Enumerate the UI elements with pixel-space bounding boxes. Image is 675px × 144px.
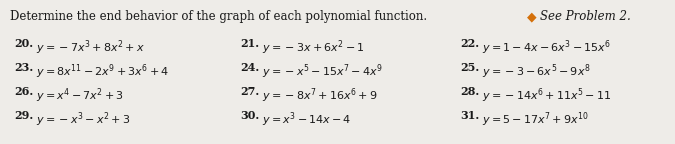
Text: $y=-3x+6x^2-1$: $y=-3x+6x^2-1$ bbox=[262, 38, 365, 57]
Text: $y=x^3-14x-4$: $y=x^3-14x-4$ bbox=[262, 110, 352, 129]
Text: 24.: 24. bbox=[240, 62, 259, 73]
Text: $y=-8x^7+16x^6+9$: $y=-8x^7+16x^6+9$ bbox=[262, 86, 378, 105]
Text: ◆: ◆ bbox=[527, 10, 537, 23]
Text: Determine the end behavior of the graph of each polynomial function.: Determine the end behavior of the graph … bbox=[10, 10, 427, 23]
Text: $y=-7x^3+8x^2+x$: $y=-7x^3+8x^2+x$ bbox=[36, 38, 145, 57]
Text: $y=x^4-7x^2+3$: $y=x^4-7x^2+3$ bbox=[36, 86, 124, 105]
Text: $y=5-17x^7+9x^{10}$: $y=5-17x^7+9x^{10}$ bbox=[482, 110, 589, 129]
Text: 25.: 25. bbox=[460, 62, 479, 73]
Text: $y=-x^5-15x^7-4x^9$: $y=-x^5-15x^7-4x^9$ bbox=[262, 62, 383, 81]
Text: $y=-x^3-x^2+3$: $y=-x^3-x^2+3$ bbox=[36, 110, 130, 129]
Text: 27.: 27. bbox=[240, 86, 259, 97]
Text: 31.: 31. bbox=[460, 110, 479, 121]
Text: See Problem 2.: See Problem 2. bbox=[540, 10, 630, 23]
Text: 23.: 23. bbox=[14, 62, 33, 73]
Text: 26.: 26. bbox=[14, 86, 33, 97]
Text: $y=-3-6x^5-9x^8$: $y=-3-6x^5-9x^8$ bbox=[482, 62, 591, 81]
Text: 30.: 30. bbox=[240, 110, 259, 121]
Text: 28.: 28. bbox=[460, 86, 479, 97]
Text: $y=1-4x-6x^3-15x^6$: $y=1-4x-6x^3-15x^6$ bbox=[482, 38, 612, 57]
Text: 21.: 21. bbox=[240, 38, 259, 49]
Text: 20.: 20. bbox=[14, 38, 33, 49]
Text: $y=-14x^6+11x^5-11$: $y=-14x^6+11x^5-11$ bbox=[482, 86, 612, 105]
Text: $y=8x^{11}-2x^9+3x^6+4$: $y=8x^{11}-2x^9+3x^6+4$ bbox=[36, 62, 169, 81]
Text: 22.: 22. bbox=[460, 38, 479, 49]
Text: 29.: 29. bbox=[14, 110, 33, 121]
